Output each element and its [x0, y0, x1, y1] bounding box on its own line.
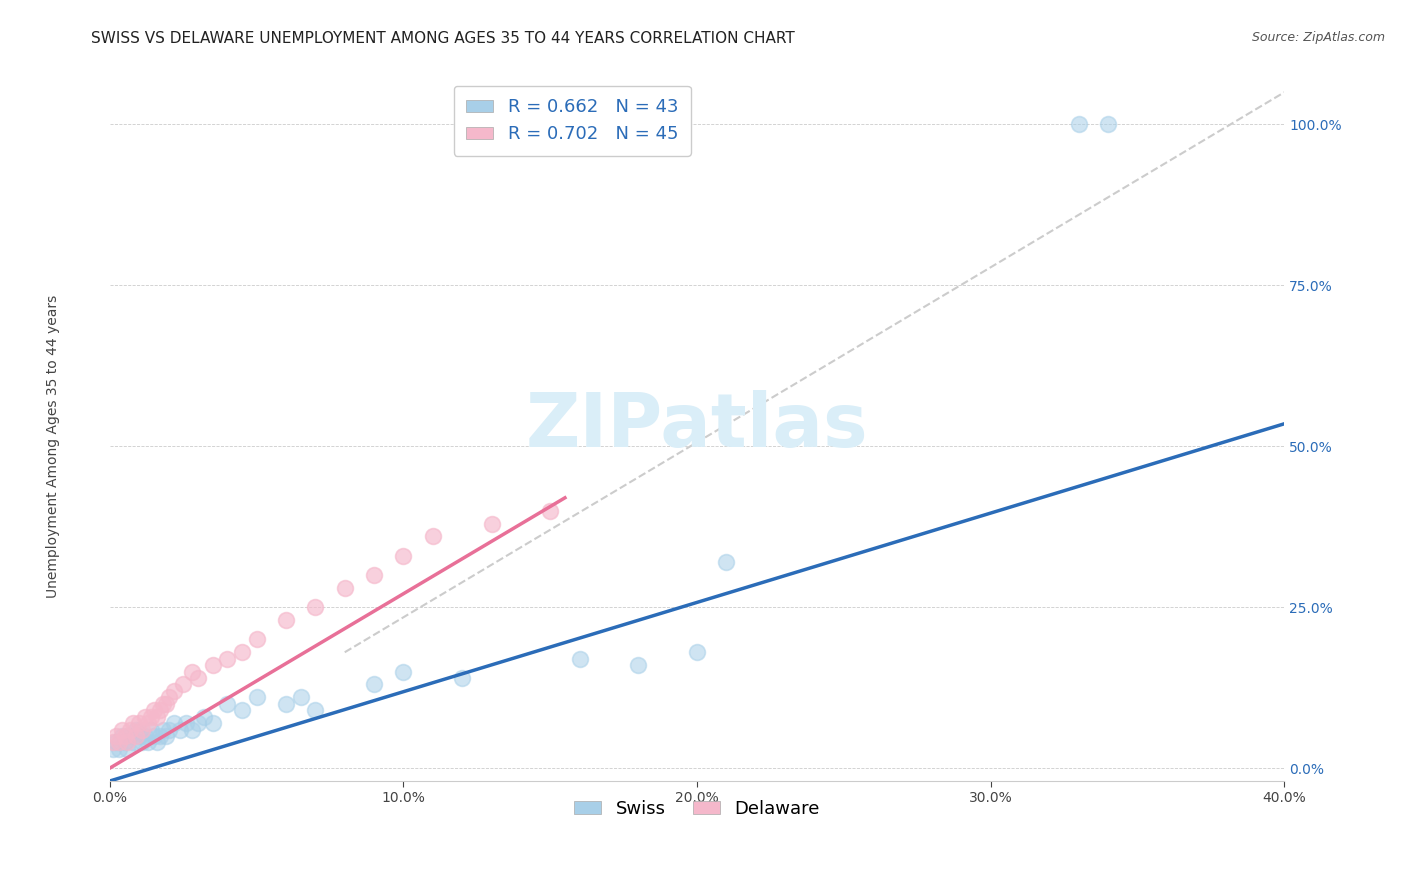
- Point: [392, 549, 415, 563]
- Point: [134, 729, 156, 743]
- Point: [274, 697, 297, 711]
- Point: [131, 723, 153, 737]
- Point: [128, 729, 150, 743]
- Point: [538, 503, 561, 517]
- Point: [201, 658, 224, 673]
- Point: [481, 516, 503, 531]
- Point: [392, 665, 415, 679]
- Point: [174, 716, 197, 731]
- Point: [187, 671, 209, 685]
- Point: [172, 677, 194, 691]
- Point: [363, 677, 385, 691]
- Point: [110, 729, 132, 743]
- Point: [155, 697, 177, 711]
- Point: [246, 690, 269, 705]
- Point: [104, 729, 127, 743]
- Point: [187, 716, 209, 731]
- Point: [716, 555, 738, 569]
- Text: SWISS VS DELAWARE UNEMPLOYMENT AMONG AGES 35 TO 44 YEARS CORRELATION CHART: SWISS VS DELAWARE UNEMPLOYMENT AMONG AGE…: [91, 31, 796, 46]
- Point: [136, 716, 159, 731]
- Point: [181, 665, 204, 679]
- Text: Source: ZipAtlas.com: Source: ZipAtlas.com: [1251, 31, 1385, 45]
- Point: [120, 723, 142, 737]
- Point: [101, 741, 124, 756]
- Point: [117, 735, 139, 749]
- Point: [146, 735, 169, 749]
- Point: [422, 529, 444, 543]
- Legend: Swiss, Delaware: Swiss, Delaware: [567, 793, 827, 825]
- Point: [686, 645, 709, 659]
- Point: [231, 645, 253, 659]
- Point: [231, 703, 253, 717]
- Point: [290, 690, 312, 705]
- Point: [149, 703, 172, 717]
- Point: [155, 729, 177, 743]
- Point: [163, 684, 186, 698]
- Point: [451, 671, 474, 685]
- Point: [128, 716, 150, 731]
- Point: [304, 703, 326, 717]
- Point: [1067, 118, 1090, 132]
- Point: [125, 729, 148, 743]
- Text: ZIPatlas: ZIPatlas: [526, 391, 869, 464]
- Point: [274, 613, 297, 627]
- Point: [107, 741, 129, 756]
- Point: [157, 690, 180, 705]
- Point: [142, 729, 165, 743]
- Point: [157, 723, 180, 737]
- Point: [117, 741, 139, 756]
- Point: [122, 735, 145, 749]
- Point: [363, 568, 385, 582]
- Point: [114, 735, 136, 749]
- Point: [333, 581, 356, 595]
- Point: [134, 709, 156, 723]
- Point: [1097, 118, 1119, 132]
- Point: [304, 600, 326, 615]
- Text: Unemployment Among Ages 35 to 44 years: Unemployment Among Ages 35 to 44 years: [46, 294, 60, 598]
- Point: [122, 716, 145, 731]
- Point: [193, 709, 215, 723]
- Point: [152, 697, 174, 711]
- Point: [181, 723, 204, 737]
- Point: [125, 723, 148, 737]
- Point: [107, 735, 129, 749]
- Point: [217, 651, 239, 665]
- Point: [104, 735, 127, 749]
- Point: [163, 716, 186, 731]
- Point: [217, 697, 239, 711]
- Point: [152, 723, 174, 737]
- Point: [110, 723, 132, 737]
- Point: [201, 716, 224, 731]
- Point: [146, 709, 169, 723]
- Point: [246, 632, 269, 647]
- Point: [139, 709, 162, 723]
- Point: [169, 723, 191, 737]
- Point: [120, 729, 142, 743]
- Point: [131, 735, 153, 749]
- Point: [139, 723, 162, 737]
- Point: [149, 729, 172, 743]
- Point: [101, 735, 124, 749]
- Point: [114, 729, 136, 743]
- Point: [136, 735, 159, 749]
- Point: [568, 651, 591, 665]
- Point: [627, 658, 650, 673]
- Point: [142, 703, 165, 717]
